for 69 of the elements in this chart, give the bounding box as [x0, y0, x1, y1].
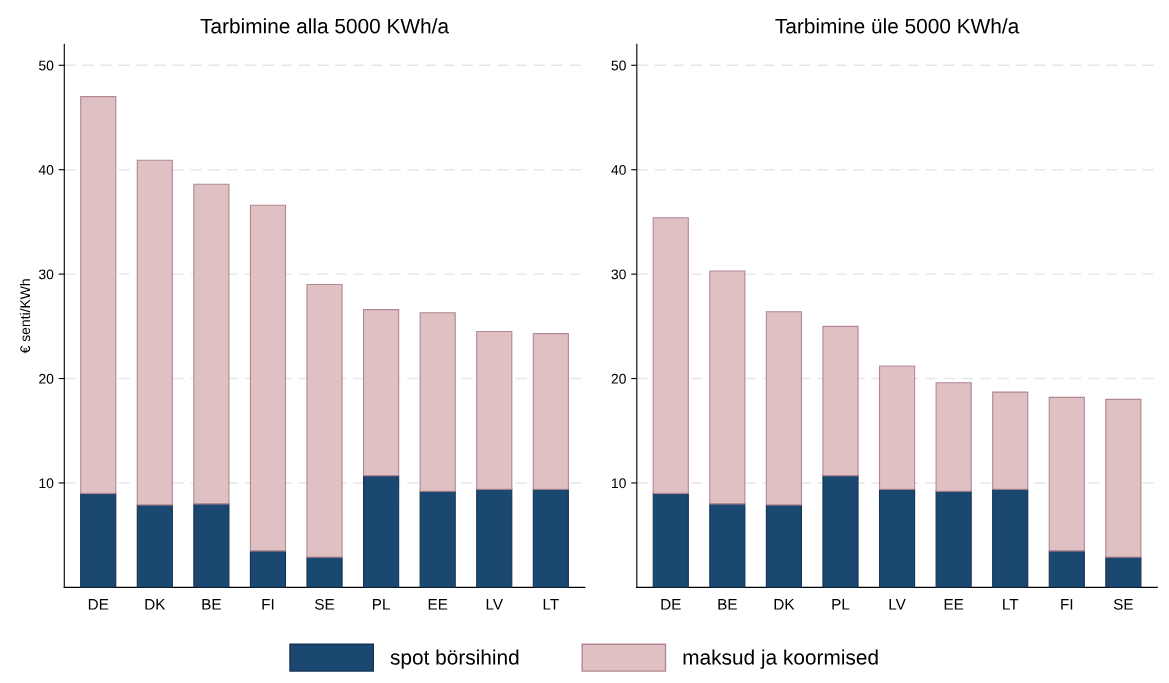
bar	[193, 183, 230, 505]
bar	[419, 490, 456, 588]
bar	[992, 488, 1029, 588]
x-tick-label: LT	[1003, 599, 1019, 610]
bar	[363, 475, 400, 588]
x-tick-label: FI	[262, 599, 274, 610]
y-tick-label: 10	[39, 478, 54, 489]
bar	[476, 488, 513, 588]
x-tick-label: DE	[661, 599, 681, 610]
bar	[249, 550, 287, 588]
y-tick-label: 20	[611, 373, 626, 384]
bar	[709, 503, 746, 588]
bar	[306, 556, 343, 588]
bar	[532, 488, 569, 588]
y-tick-label: 10	[612, 478, 626, 489]
bar	[1048, 550, 1085, 588]
chart-title: Tarbimine alla 5000 KWh/a	[200, 18, 450, 34]
x-tick-label: FI	[1061, 599, 1073, 610]
x-tick-label: DE	[88, 599, 109, 610]
x-tick-label: BE	[718, 599, 737, 610]
bar	[136, 504, 173, 588]
y-tick-label: 20	[39, 373, 54, 384]
bar	[992, 391, 1029, 490]
bar	[652, 217, 689, 494]
bar	[193, 503, 230, 588]
x-tick-label: DK	[145, 599, 166, 610]
y-axis-title: € senti/KWh	[19, 279, 31, 354]
x-tick-label: PL	[373, 599, 390, 610]
x-tick-label: PL	[832, 599, 850, 610]
bar	[1105, 398, 1142, 558]
bar	[878, 488, 916, 588]
y-tick-label: 30	[38, 269, 54, 280]
y-tick-label: 40	[38, 165, 54, 175]
bar	[822, 325, 859, 477]
bar	[652, 492, 689, 588]
y-tick-label: 50	[611, 60, 626, 71]
x-tick-label: SE	[1113, 598, 1133, 610]
bar	[1105, 556, 1142, 588]
bar	[822, 475, 859, 588]
x-tick-label: LV	[486, 599, 503, 610]
y-tick-label: 30	[611, 269, 626, 280]
bar	[136, 159, 173, 506]
y-tick-label: 50	[38, 60, 54, 71]
y-tick-label: 40	[611, 165, 626, 175]
x-tick-label: SE	[315, 598, 335, 610]
bar	[80, 96, 117, 494]
bar	[363, 309, 400, 477]
bar	[419, 312, 456, 492]
bar	[935, 382, 972, 492]
x-tick-label: EE	[428, 599, 448, 610]
bar	[709, 270, 746, 505]
bar	[765, 504, 803, 588]
bar	[765, 311, 803, 506]
x-tick-label: LV	[889, 599, 906, 610]
bar	[878, 365, 916, 490]
x-tick-label: LT	[543, 599, 559, 610]
x-tick-label: BE	[202, 599, 221, 610]
chart-title: Tarbimine üle 5000 KWh/a	[775, 18, 1020, 34]
bar	[532, 333, 569, 490]
bar	[1048, 396, 1085, 552]
x-tick-label: DK	[774, 599, 795, 610]
bar	[249, 204, 287, 552]
bar	[80, 492, 117, 588]
legend-label: spot börsihind	[390, 649, 519, 669]
bar	[306, 284, 343, 558]
legend-label: maksud ja koormised	[683, 649, 878, 669]
x-tick-label: EE	[944, 599, 964, 610]
bar	[476, 330, 513, 490]
bar	[935, 490, 972, 588]
